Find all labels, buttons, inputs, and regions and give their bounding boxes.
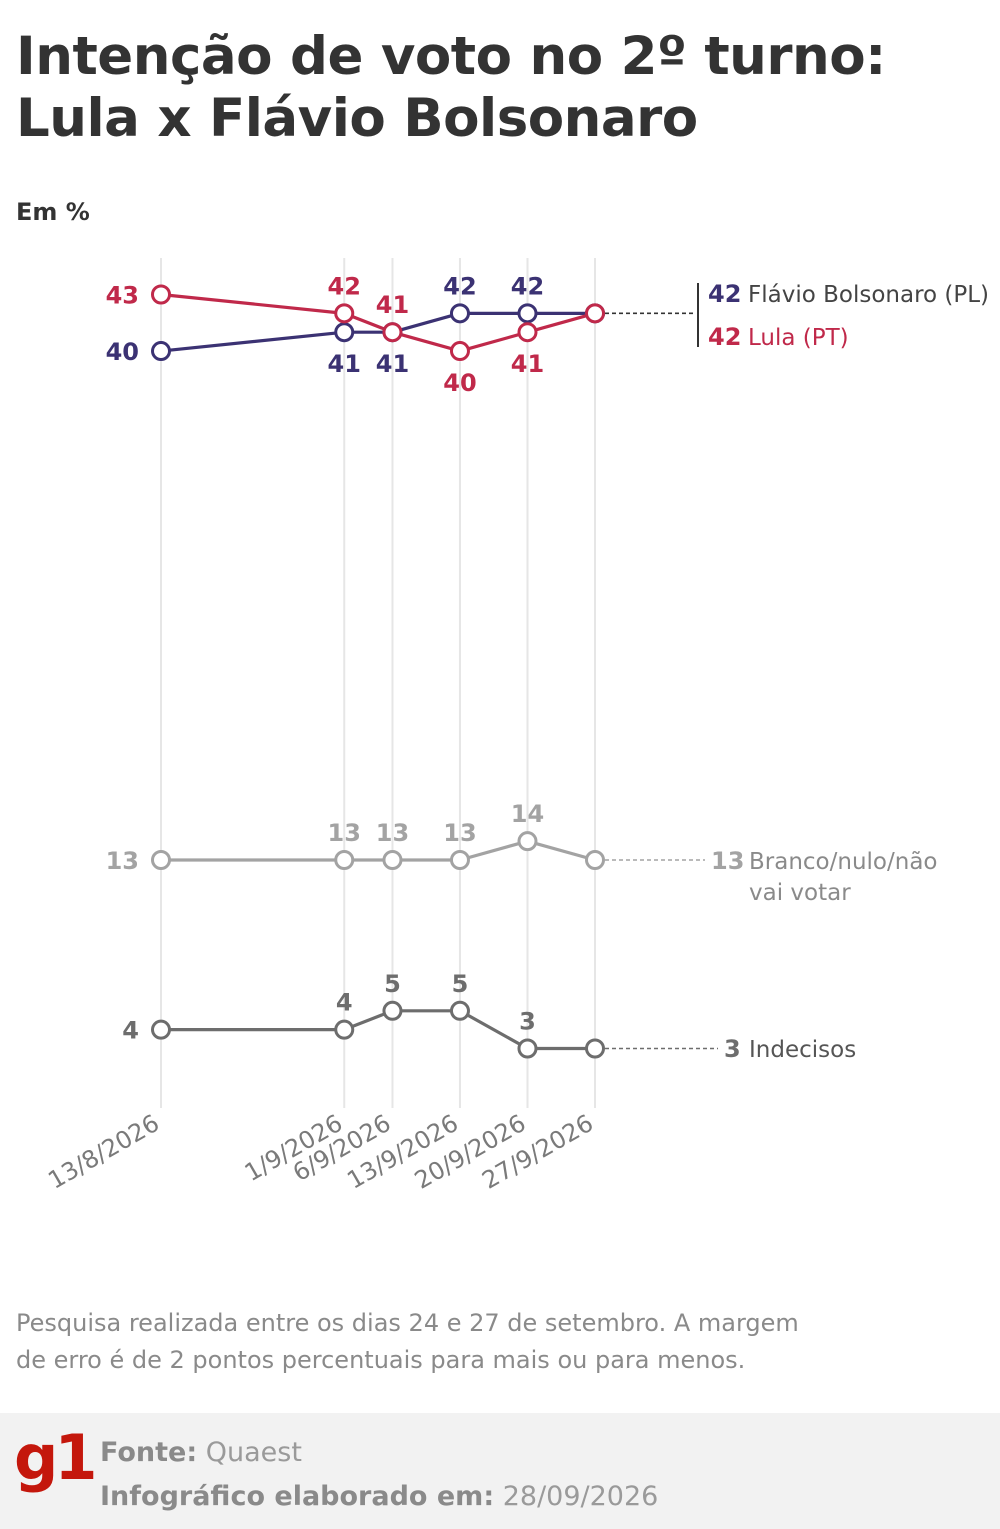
series-2-point-3 <box>449 850 470 870</box>
series-2-point-4 <box>517 831 538 852</box>
series-0-data-label-4: 42 <box>511 272 544 300</box>
series-1-point-3 <box>449 341 470 362</box>
series-2-point-5 <box>585 850 605 870</box>
series-0-data-label-2: 41 <box>376 350 409 378</box>
legend-name-0: Flávio Bolsonaro (PL) <box>748 282 989 308</box>
series-1-point-4 <box>517 322 538 343</box>
series-0-data-label-0: 40 <box>106 338 139 366</box>
series-line-0 <box>160 311 595 353</box>
series-2-data-label-0: 13 <box>106 847 139 875</box>
end-value-1: 42 <box>708 323 741 351</box>
chart-title-line2: Lula x Flávio Bolsonaro <box>16 88 698 149</box>
series-3-point-1 <box>334 1019 355 1040</box>
end-value-3: 3 <box>724 1035 741 1063</box>
made-label: Infográfico elaborado em: <box>100 1481 495 1512</box>
series-2-data-label-1: 13 <box>328 819 361 847</box>
series-1-data-label-3: 40 <box>443 369 476 397</box>
series-line-3 <box>161 1009 595 1051</box>
series-1-point-0 <box>151 284 171 305</box>
series-2-point-1 <box>334 850 355 870</box>
series-2-point-2 <box>382 850 403 870</box>
series-line-1 <box>160 292 596 353</box>
series-0-point-1 <box>334 322 355 343</box>
series-2-data-label-4: 14 <box>511 800 544 828</box>
end-value-2: 13 <box>711 847 744 875</box>
footer: g1 Fonte: Quaest Infográfico elaborado e… <box>0 1413 1000 1529</box>
series-2-data-label-2: 13 <box>376 819 409 847</box>
source-label: Fonte: <box>100 1437 198 1468</box>
series-0-point-0 <box>151 341 171 362</box>
series-0-data-label-3: 42 <box>443 272 476 300</box>
series-1-data-label-0: 43 <box>106 282 139 310</box>
series-3-point-4 <box>517 1038 538 1059</box>
unit-label: Em % <box>16 198 90 226</box>
series-1-data-label-1: 42 <box>328 272 361 300</box>
g1-logo: g1 <box>14 1421 98 1494</box>
series-line-2 <box>161 839 596 862</box>
made-value: 28/09/2026 <box>502 1481 659 1512</box>
series-1-data-label-2: 41 <box>376 291 409 319</box>
end-value-0: 42 <box>708 280 741 308</box>
series-1-point-1 <box>334 303 355 324</box>
source-value: Quaest <box>205 1437 302 1468</box>
series-3-data-label-4: 3 <box>519 1008 536 1036</box>
legend-name-2-line1: Branco/nulo/não <box>749 849 937 875</box>
survey-note: Pesquisa realizada entre os dias 24 e 27… <box>16 1309 799 1374</box>
series-2-data-label-3: 13 <box>443 819 476 847</box>
chart-title-line1: Intenção de voto no 2º turno: <box>16 26 886 87</box>
series-3-data-label-0: 4 <box>122 1017 139 1045</box>
series-1-data-label-4: 41 <box>511 350 544 378</box>
x-tick-label-0: 13/8/2026 <box>43 1109 164 1195</box>
series-3-point-5 <box>585 1038 605 1059</box>
series-3-point-0 <box>151 1019 171 1040</box>
legend-name-2-line2: vai votar <box>749 880 851 906</box>
series-0-point-4 <box>517 303 538 324</box>
series-3-data-label-3: 5 <box>452 970 469 998</box>
source-block: Fonte: Quaest Infográfico elaborado em: … <box>100 1431 658 1519</box>
series-0-data-label-1: 41 <box>328 350 361 378</box>
line-chart: 13/8/2026 1/9/20266/9/202613/9/202620/9/2… <box>43 258 989 1195</box>
series-3-point-2 <box>382 1000 403 1021</box>
chart-title: Intenção de voto no 2º turno: Lula x Flá… <box>16 26 976 150</box>
series-3-point-3 <box>449 1000 470 1021</box>
series-3-data-label-2: 5 <box>384 970 401 998</box>
series-0-point-3 <box>449 303 470 324</box>
series-1-point-5 <box>585 303 605 324</box>
series-2-point-0 <box>151 850 171 870</box>
legend-name-1: Lula (PT) <box>748 325 849 351</box>
series-3-data-label-1: 4 <box>336 989 353 1017</box>
series-1-point-2 <box>382 322 403 343</box>
legend-name-3: Indecisos <box>749 1037 856 1063</box>
